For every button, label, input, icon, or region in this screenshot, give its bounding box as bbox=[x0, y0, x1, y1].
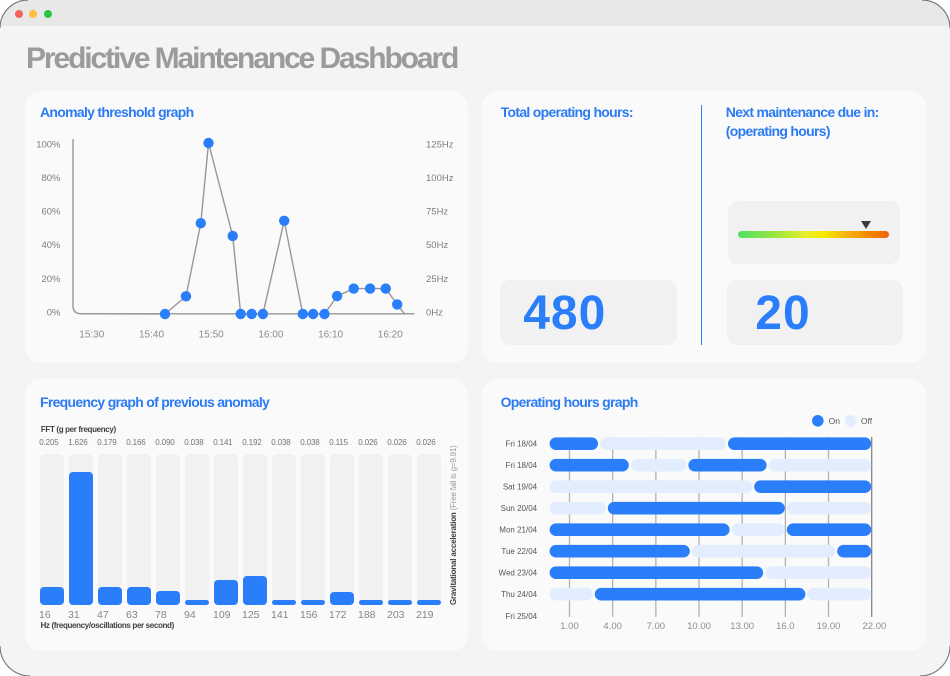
svg-text:22.00: 22.00 bbox=[862, 621, 886, 632]
svg-text:125Hz: 125Hz bbox=[426, 139, 454, 150]
svg-text:16:20: 16:20 bbox=[377, 330, 402, 341]
svg-text:Off: Off bbox=[861, 416, 873, 426]
svg-text:0%: 0% bbox=[46, 307, 60, 318]
svg-text:15:50: 15:50 bbox=[198, 330, 223, 341]
svg-text:Sat 19/04: Sat 19/04 bbox=[503, 483, 538, 492]
svg-text:100%: 100% bbox=[36, 139, 61, 150]
svg-text:13.00: 13.00 bbox=[730, 621, 754, 632]
svg-text:16:00: 16:00 bbox=[258, 330, 283, 341]
svg-text:Fri 18/04: Fri 18/04 bbox=[506, 461, 538, 470]
svg-text:On: On bbox=[829, 416, 841, 426]
svg-text:4.00: 4.00 bbox=[603, 621, 622, 632]
svg-text:16:10: 16:10 bbox=[318, 330, 343, 341]
svg-text:10.00: 10.00 bbox=[687, 621, 711, 632]
svg-text:75Hz: 75Hz bbox=[426, 207, 448, 218]
svg-text:Mon 21/04: Mon 21/04 bbox=[499, 526, 537, 535]
svg-text:Tue 22/04: Tue 22/04 bbox=[501, 547, 537, 556]
svg-text:19.00: 19.00 bbox=[817, 621, 841, 632]
svg-text:Thu 24/04: Thu 24/04 bbox=[501, 590, 538, 599]
svg-text:50Hz: 50Hz bbox=[426, 240, 448, 251]
svg-text:1.00: 1.00 bbox=[560, 621, 579, 632]
svg-text:80%: 80% bbox=[41, 173, 61, 184]
svg-text:15:40: 15:40 bbox=[138, 330, 163, 341]
svg-text:60%: 60% bbox=[41, 207, 61, 218]
svg-text:Sun 20/04: Sun 20/04 bbox=[501, 504, 538, 513]
svg-text:16.0: 16.0 bbox=[776, 621, 795, 632]
svg-text:Wed 23/04: Wed 23/04 bbox=[499, 569, 538, 578]
svg-text:Fri 18/04: Fri 18/04 bbox=[506, 440, 538, 449]
svg-text:Fri 25/04: Fri 25/04 bbox=[506, 612, 538, 621]
svg-text:100Hz: 100Hz bbox=[426, 173, 454, 184]
svg-text:25Hz: 25Hz bbox=[426, 274, 448, 285]
svg-text:7.00: 7.00 bbox=[647, 621, 666, 632]
svg-text:15:30: 15:30 bbox=[79, 330, 104, 341]
svg-text:0Hz: 0Hz bbox=[426, 307, 443, 318]
svg-text:40%: 40% bbox=[41, 240, 61, 251]
svg-text:20%: 20% bbox=[41, 274, 61, 285]
